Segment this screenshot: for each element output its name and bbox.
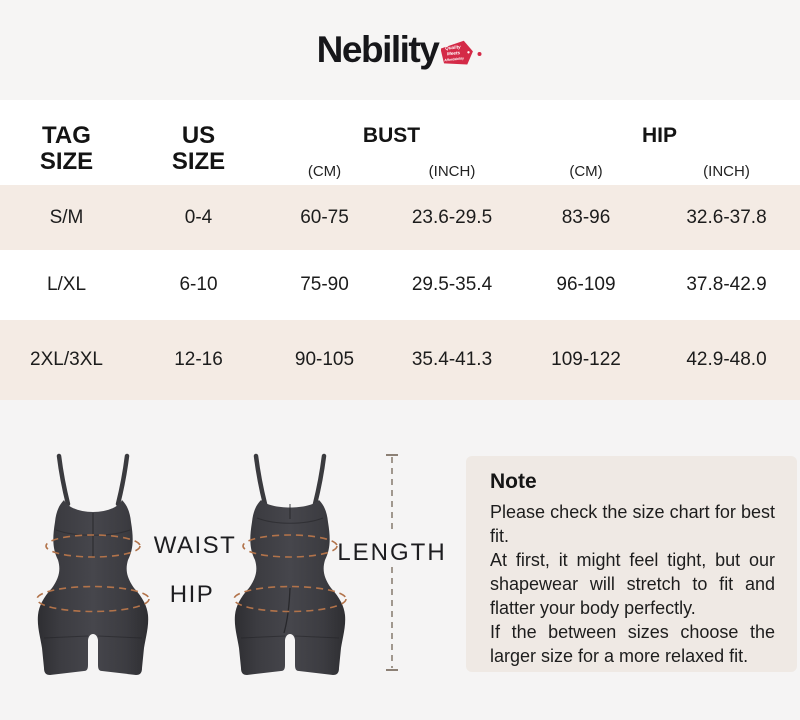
note-box: Note Please check the size chart for bes… [466,456,797,672]
cell-tag-size: 2XL/3XL [30,349,103,370]
length-label: LENGTH [337,539,447,566]
tag-size-line2: SIZE [39,148,94,175]
hip-cm-unit: (CM) [569,162,603,180]
size-table: TAG SIZE US SIZE BUST HIP (CM) (INCH) (C… [0,100,800,400]
bust-inch-unit: (INCH) [428,162,476,180]
note-paragraph: If the between sizes choose the larger s… [490,621,775,666]
measurement-figure-section: WAIST HIP LENGTH Note Please check the s… [0,400,800,720]
hip-inch-unit: (INCH) [703,162,750,180]
column-header-hip: HIP [641,124,677,147]
us-size-line2: SIZE [171,148,226,175]
cell-tag-size: L/XL [46,274,87,295]
cell-us-size: 0-4 [184,206,213,228]
table-row: 2XL/3XL 12-16 90-105 35.4-41.3 109-122 4… [0,320,800,400]
badge-line-2: Meets [447,50,461,56]
tag-size-line1: TAG [42,121,91,149]
logo-band: Nebility Quality Meets Affordability [0,0,800,100]
bust-cm-unit: (CM) [307,162,342,180]
note-title: Note [490,470,537,493]
back-waist-ellipse [242,534,338,558]
cell-us-size: 6-10 [179,274,218,295]
note-paragraph: At first, it might feel tight, but our s… [490,549,775,618]
shapewear-illustration [36,453,398,675]
front-waist-ellipse [45,534,141,558]
column-header-tag-size: TAG SIZE [0,121,133,176]
length-indicator-line [386,454,398,671]
size-table-header: TAG SIZE US SIZE BUST HIP (CM) (INCH) (C… [0,100,800,185]
cell-hip-cm: 109-122 [551,349,621,370]
cell-bust-cm: 60-75 [300,206,349,228]
badge-line-1: Quality [445,44,461,51]
garment-front-illustration [37,453,149,675]
cell-hip-inch: 32.6-37.8 [686,206,767,228]
cell-hip-cm: 83-96 [561,206,611,228]
badge-line-3: Affordability [443,56,465,62]
column-header-bust: BUST [362,124,421,147]
table-row: S/M 0-4 60-75 23.6-29.5 83-96 32.6-37.8 [0,185,800,250]
quality-badge-icon: Quality Meets Affordability [441,40,483,68]
waist-label: WAIST [153,532,237,559]
cell-bust-cm: 90-105 [294,349,355,370]
front-hip-ellipse [36,585,150,613]
brand-name: Nebility [316,29,440,70]
cell-bust-inch: 35.4-41.3 [411,349,493,370]
table-row: L/XL 6-10 75-90 29.5-35.4 96-109 37.8-42… [0,250,800,320]
badge-dot [477,52,482,56]
cell-hip-inch: 42.9-48.0 [686,349,767,370]
column-header-us-size: US SIZE [133,121,264,176]
brand-logo: Nebility Quality Meets Affordability [317,29,484,71]
note-paragraph: Please check the size chart for best fit… [490,502,775,546]
cell-bust-inch: 23.6-29.5 [411,206,493,228]
cell-hip-cm: 96-109 [556,274,616,295]
back-hip-ellipse [233,585,347,613]
cell-us-size: 12-16 [174,349,223,370]
hip-label: HIP [169,581,215,608]
cell-bust-cm: 75-90 [300,274,349,295]
us-size-line1: US [181,121,216,149]
cell-bust-inch: 29.5-35.4 [411,274,493,295]
cell-tag-size: S/M [49,206,84,228]
cell-hip-inch: 37.8-42.9 [686,274,767,295]
garment-back-illustration [234,453,346,675]
